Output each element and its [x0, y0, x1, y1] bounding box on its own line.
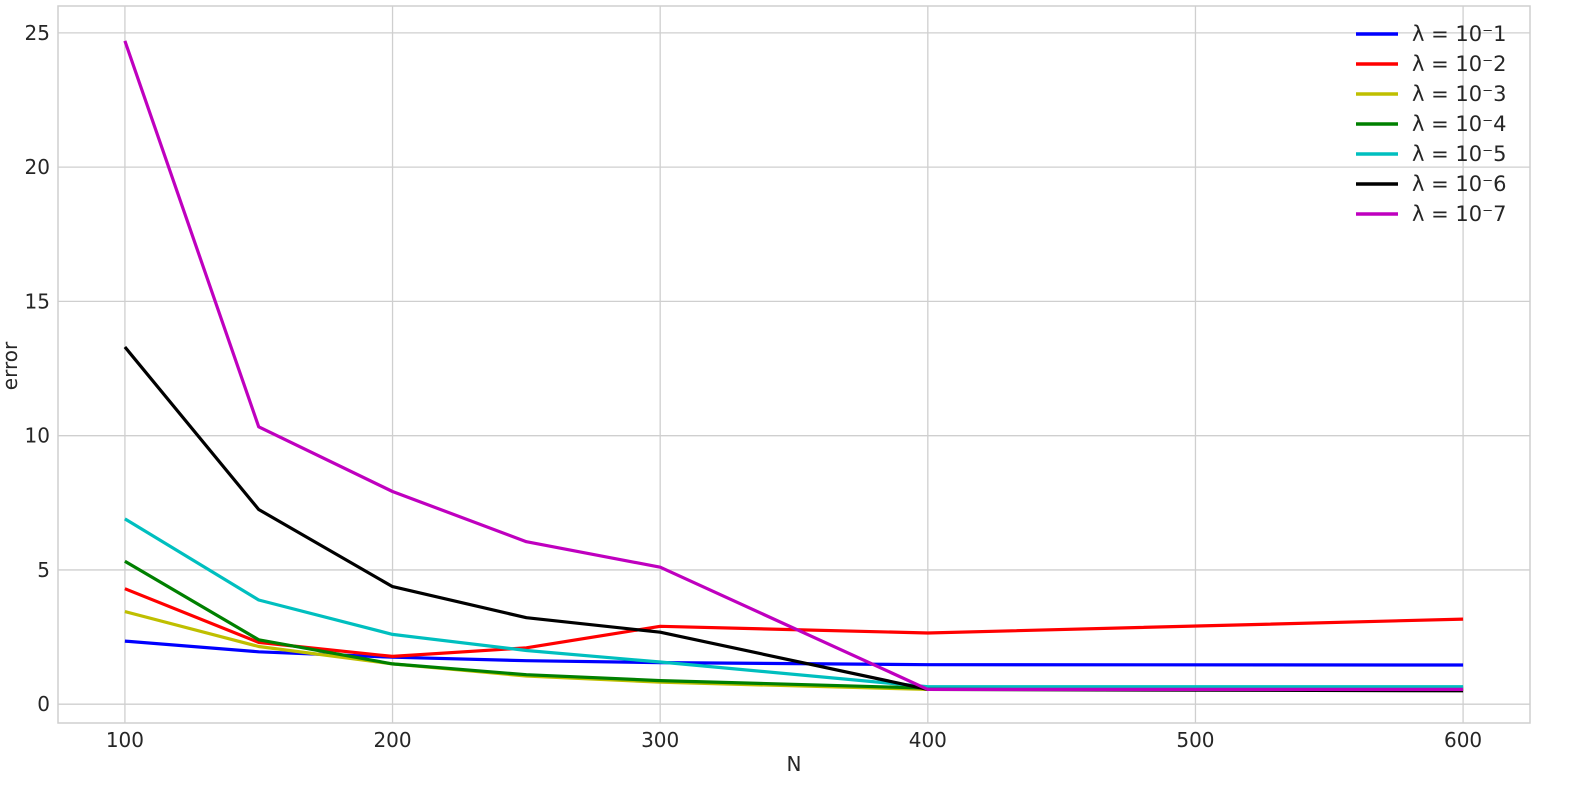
legend-label-5: λ = 10⁻5 [1412, 142, 1507, 166]
y-axis-label: error [0, 341, 22, 390]
y-tick-label: 0 [37, 692, 50, 716]
x-tick-label: 300 [641, 728, 679, 752]
series-line-5 [124, 517, 1464, 689]
x-tick-label: 100 [106, 728, 144, 752]
y-tick-label: 10 [25, 424, 50, 448]
plot-area [58, 6, 1530, 723]
legend-label-1: λ = 10⁻1 [1412, 22, 1507, 46]
plot-frame [57, 5, 1531, 724]
series-line-1 [124, 639, 1464, 667]
legend-label-2: λ = 10⁻2 [1412, 52, 1507, 76]
y-tick-label: 15 [25, 289, 50, 313]
y-tick-label: 5 [37, 558, 50, 582]
series-line-2 [124, 587, 1464, 659]
legend-label-6: λ = 10⁻6 [1412, 172, 1507, 196]
grid [58, 6, 1530, 723]
legend-label-4: λ = 10⁻4 [1412, 112, 1507, 136]
y-tick-labels: 0 5 10 15 20 25 [25, 21, 50, 716]
y-tick-label: 25 [25, 21, 50, 45]
y-tick-label: 20 [25, 155, 50, 179]
legend-label-7: λ = 10⁻7 [1412, 202, 1507, 226]
series-group [123, 40, 1464, 693]
x-tick-label: 200 [373, 728, 411, 752]
legend: λ = 10⁻1 λ = 10⁻2 λ = 10⁻3 λ = 10⁻4 λ = 10⁻5… [1356, 22, 1507, 226]
x-tick-labels: 100 200 300 400 500 600 [106, 728, 1482, 752]
x-tick-label: 500 [1176, 728, 1214, 752]
x-tick-label: 400 [909, 728, 947, 752]
series-line-7 [123, 40, 1464, 692]
legend-label-3: λ = 10⁻3 [1412, 82, 1507, 106]
x-axis-label: N [787, 752, 802, 776]
x-tick-label: 600 [1444, 728, 1482, 752]
